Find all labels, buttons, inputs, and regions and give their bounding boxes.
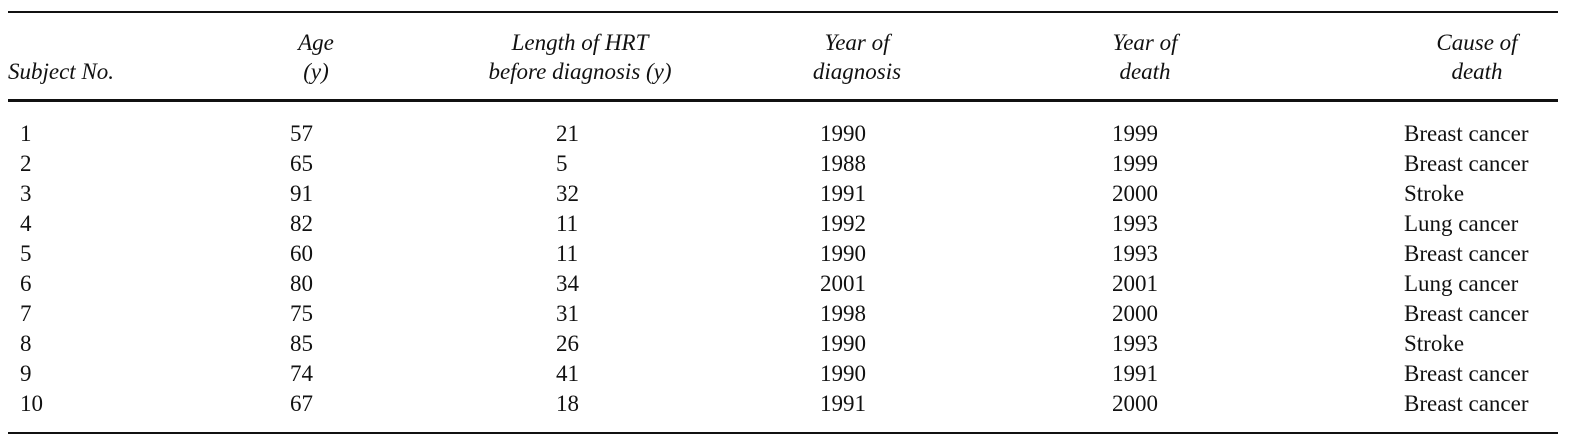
column-header: death — [1451, 59, 1503, 84]
cell: 57 — [290, 121, 313, 146]
cell: 60 — [290, 241, 313, 266]
cell: 85 — [290, 331, 313, 356]
cell: Breast cancer — [1404, 121, 1529, 146]
cell: Stroke — [1404, 181, 1465, 206]
cell: 41 — [556, 361, 579, 386]
column-header: Year of — [824, 30, 890, 55]
cell: 8 — [20, 331, 32, 356]
column-header: Subject No. — [8, 59, 115, 84]
cell: 2001 — [1112, 271, 1158, 296]
cell: Breast cancer — [1404, 241, 1529, 266]
cell: 1991 — [820, 181, 866, 206]
column-header: (y) — [303, 59, 329, 84]
cell: 74 — [290, 361, 313, 386]
cell: 32 — [556, 181, 579, 206]
cell: 2000 — [1112, 181, 1158, 206]
cell: 2 — [20, 151, 32, 176]
cell: Breast cancer — [1404, 151, 1529, 176]
cell: 1998 — [820, 301, 866, 326]
cell: 18 — [556, 391, 579, 416]
cell: 21 — [556, 121, 579, 146]
header-rule — [8, 99, 1558, 102]
column-header: before diagnosis (y) — [488, 59, 672, 84]
cell: 7 — [20, 301, 32, 326]
cell: 3 — [20, 181, 32, 206]
cell: 31 — [556, 301, 579, 326]
cell: 1993 — [1112, 331, 1158, 356]
cell: 9 — [20, 361, 32, 386]
cell: 4 — [20, 211, 32, 236]
cell: 80 — [290, 271, 313, 296]
bottom-rule — [8, 432, 1558, 434]
cell: 91 — [290, 181, 313, 206]
cell: 1988 — [820, 151, 866, 176]
cell: 5 — [20, 241, 32, 266]
cell: 6 — [20, 271, 32, 296]
cell: 34 — [556, 271, 579, 296]
cell: 10 — [20, 391, 43, 416]
cell: 1991 — [820, 391, 866, 416]
column-header: Year of — [1112, 30, 1178, 55]
cell: 1993 — [1112, 241, 1158, 266]
cell: 65 — [290, 151, 313, 176]
cell: 75 — [290, 301, 313, 326]
cell: 1999 — [1112, 151, 1158, 176]
cell: 82 — [290, 211, 313, 236]
cell: 1990 — [820, 331, 866, 356]
column-header: Age — [298, 30, 334, 55]
cell: 1991 — [1112, 361, 1158, 386]
cell: 1 — [20, 121, 32, 146]
cell: 67 — [290, 391, 313, 416]
cell: 2000 — [1112, 391, 1158, 416]
cell: 1990 — [820, 361, 866, 386]
cell: Breast cancer — [1404, 391, 1529, 416]
cell: 11 — [556, 211, 579, 236]
cell: Lung cancer — [1404, 211, 1519, 236]
cell: 2001 — [820, 271, 866, 296]
cell: Lung cancer — [1404, 271, 1519, 296]
cell: 2000 — [1112, 301, 1158, 326]
column-header: Cause of — [1436, 30, 1518, 55]
column-header: diagnosis — [812, 59, 902, 84]
top-rule — [8, 11, 1558, 13]
cell: 1990 — [820, 121, 866, 146]
cell: Stroke — [1404, 331, 1465, 356]
cell: 1993 — [1112, 211, 1158, 236]
cell: 1992 — [820, 211, 866, 236]
cell: 26 — [556, 331, 579, 356]
column-header: death — [1119, 59, 1171, 84]
column-header: Length of HRT — [511, 30, 649, 55]
cell: Breast cancer — [1404, 361, 1529, 386]
cell: Breast cancer — [1404, 301, 1529, 326]
cell: 5 — [556, 151, 568, 176]
cell: 11 — [556, 241, 579, 266]
cell: 1990 — [820, 241, 866, 266]
cell: 1999 — [1112, 121, 1158, 146]
